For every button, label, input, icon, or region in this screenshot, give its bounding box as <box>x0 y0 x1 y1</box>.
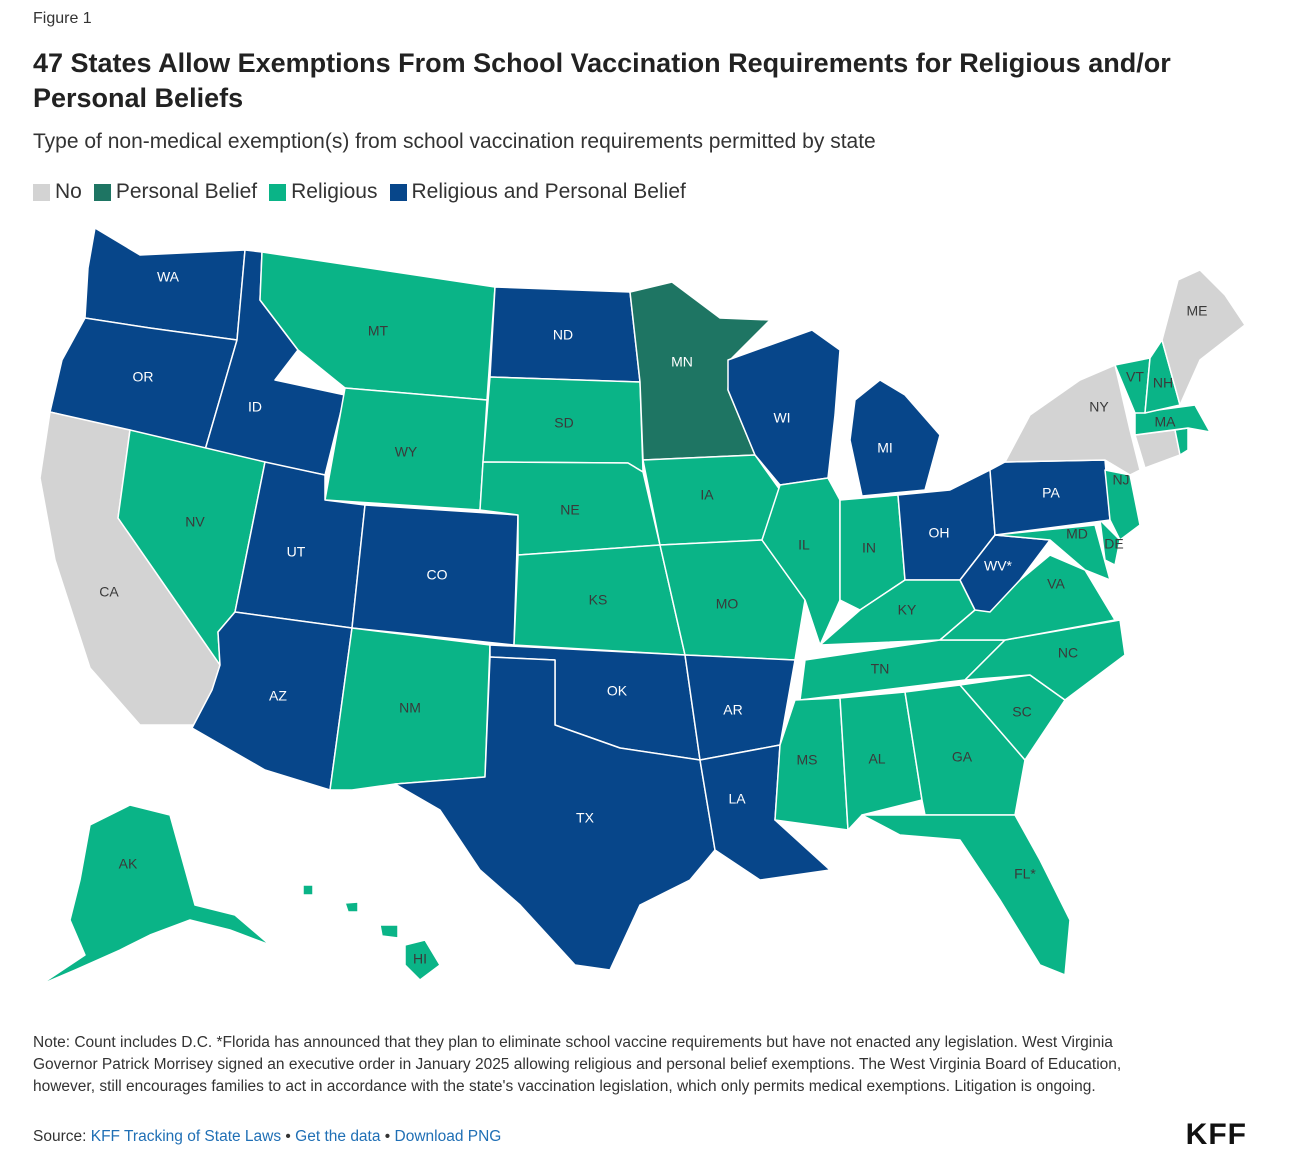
legend-label-no: No <box>55 180 82 203</box>
state-shape-MD[interactable] <box>994 524 1111 581</box>
state-label-IA: IA <box>700 487 714 503</box>
state-shape-ME[interactable] <box>1161 269 1246 406</box>
state-label-MD: MD <box>1066 526 1088 542</box>
state-label-OK: OK <box>607 683 628 699</box>
state-label-NH: NH <box>1153 375 1173 391</box>
state-label-FL: FL* <box>1014 866 1036 882</box>
get-the-data-link[interactable]: Get the data <box>295 1128 381 1145</box>
figure-label: Figure 1 <box>33 10 92 27</box>
state-label-MS: MS <box>797 752 818 768</box>
state-shape-TX[interactable] <box>394 656 716 971</box>
state-label-GA: GA <box>952 749 973 765</box>
state-label-MA: MA <box>1155 414 1177 430</box>
chart-subtitle: Type of non-medical exemption(s) from sc… <box>33 130 876 153</box>
state-label-SC: SC <box>1012 704 1031 720</box>
state-label-AZ: AZ <box>269 688 287 704</box>
chart-title: 47 States Allow Exemptions From School V… <box>33 48 1171 113</box>
state-labels: WA OR CA ID NV MT WY UT AZ CO NM ND SD N… <box>99 269 1207 967</box>
state-label-OR: OR <box>133 369 154 385</box>
footnote: Note: Count includes D.C. *Florida has a… <box>33 1034 1122 1095</box>
state-label-ND: ND <box>553 327 573 343</box>
state-label-DE: DE <box>1104 536 1123 552</box>
state-label-NM: NM <box>399 700 421 716</box>
state-label-WY: WY <box>395 444 418 460</box>
state-label-MN: MN <box>671 354 693 370</box>
state-label-OH: OH <box>929 525 950 541</box>
state-label-HI: HI <box>413 951 427 967</box>
state-label-TN: TN <box>871 661 890 677</box>
us-map: WA OR CA ID NV MT WY UT AZ CO NM ND SD N… <box>30 220 1270 1000</box>
state-shape-HI[interactable] <box>404 939 441 981</box>
download-png-link[interactable]: Download PNG <box>394 1128 502 1145</box>
legend-item-religious[interactable]: Religious <box>269 180 378 204</box>
state-label-AK: AK <box>119 856 138 872</box>
state-label-TX: TX <box>576 810 595 826</box>
state-shape-CT[interactable] <box>1134 429 1181 469</box>
state-label-KS: KS <box>589 592 608 608</box>
kff-logo: KFF <box>1185 1118 1247 1151</box>
state-shape-WI[interactable] <box>727 329 841 486</box>
state-label-ID: ID <box>248 399 262 415</box>
state-label-WI: WI <box>773 410 790 426</box>
state-label-MT: MT <box>368 323 389 339</box>
source-line: Source: KFF Tracking of State Laws • Get… <box>33 1128 501 1146</box>
legend-label-personal-belief: Personal Belief <box>115 180 258 203</box>
state-shape-MA[interactable] <box>1134 404 1211 436</box>
legend-swatch-religious-and-personal-belief <box>389 183 407 201</box>
state-shape-DE[interactable] <box>1099 519 1121 566</box>
legend-item-religious-and-personal-belief[interactable]: Religious and Personal Belief <box>389 180 686 204</box>
state-shape-IL[interactable] <box>761 477 841 646</box>
source-prefix: Source: <box>33 1128 91 1145</box>
state-label-PA: PA <box>1042 485 1060 501</box>
state-shape-AL[interactable] <box>839 691 923 831</box>
state-label-UT: UT <box>287 544 306 560</box>
state-label-AL: AL <box>868 751 885 767</box>
state-shape-NY[interactable] <box>1004 364 1141 476</box>
state-label-VA: VA <box>1047 576 1065 592</box>
state-label-CA: CA <box>99 584 119 600</box>
state-label-NY: NY <box>1089 399 1109 415</box>
state-label-MI: MI <box>877 440 893 456</box>
source-link-state-laws[interactable]: KFF Tracking of State Laws <box>90 1128 282 1145</box>
legend-swatch-no <box>33 183 50 201</box>
state-shape-FL[interactable] <box>861 814 1071 976</box>
state-label-WV: WV* <box>984 558 1013 574</box>
state-label-MO: MO <box>716 596 739 612</box>
state-label-LA: LA <box>728 791 746 807</box>
state-label-IN: IN <box>862 540 876 556</box>
state-label-SD: SD <box>554 415 573 431</box>
hawaii-island-maui <box>379 924 399 939</box>
state-label-NV: NV <box>185 514 205 530</box>
state-label-VT: VT <box>1126 369 1144 385</box>
source-separator-2: • <box>380 1128 395 1145</box>
state-label-NC: NC <box>1058 645 1078 661</box>
state-label-NE: NE <box>560 502 579 518</box>
state-shape-MO[interactable] <box>659 539 806 661</box>
legend-label-religious: Religious <box>291 180 378 203</box>
legend-label-religious-and-personal-belief: Religious and Personal Belief <box>411 180 686 203</box>
us-map-svg: WA OR CA ID NV MT WY UT AZ CO NM ND SD N… <box>39 227 1246 986</box>
state-label-AR: AR <box>723 702 742 718</box>
source-separator-1: • <box>281 1128 296 1145</box>
legend-item-personal-belief[interactable]: Personal Belief <box>93 180 258 204</box>
state-label-NJ: NJ <box>1112 472 1129 488</box>
legend: No Personal Belief Religious Religious a… <box>33 180 698 204</box>
state-shape-MI[interactable] <box>849 379 941 497</box>
state-label-IL: IL <box>798 537 810 553</box>
state-label-ME: ME <box>1187 303 1208 319</box>
state-label-WA: WA <box>157 269 180 285</box>
state-label-KY: KY <box>898 602 917 618</box>
state-shape-MS[interactable] <box>774 697 849 831</box>
hawaii-island-oahu <box>344 901 359 913</box>
state-shape-VA[interactable] <box>939 554 1116 641</box>
state-label-CO: CO <box>427 567 448 583</box>
hawaii-island-kauai <box>302 884 314 896</box>
legend-swatch-religious <box>269 183 287 201</box>
legend-item-no[interactable]: No <box>33 180 82 204</box>
state-shape-AK[interactable] <box>39 804 271 986</box>
legend-swatch-personal-belief <box>93 183 111 201</box>
state-shape-NJ[interactable] <box>1104 469 1141 541</box>
